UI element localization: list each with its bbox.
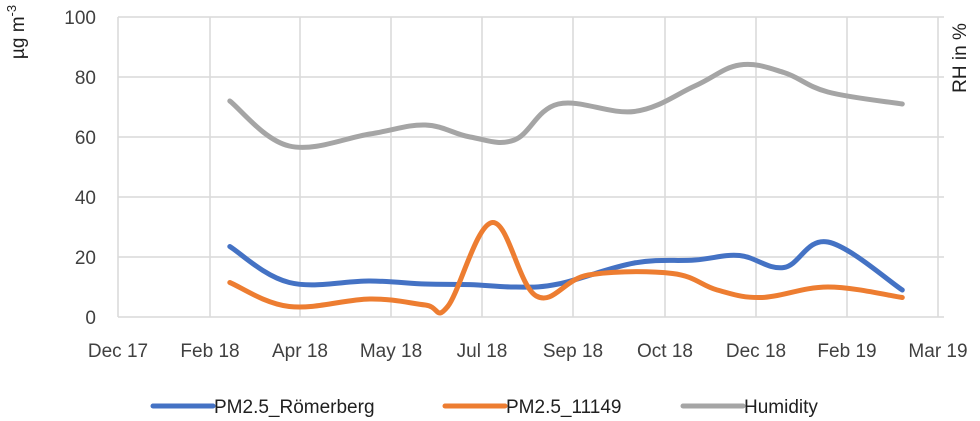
x-tick-label: Feb 18 <box>180 341 239 362</box>
x-tick-label: Sep 18 <box>543 341 603 362</box>
y-tick-label: 0 <box>85 308 96 329</box>
series-line-0 <box>227 239 905 293</box>
y2-axis-title: RH in % <box>950 23 971 93</box>
x-tick-label: Apr 18 <box>272 341 328 362</box>
y-tick-label: 60 <box>75 128 96 149</box>
y-tick-label: 20 <box>75 248 96 269</box>
legend-label: PM2.5_11149 <box>506 397 622 418</box>
legend-label: Humidity <box>744 397 818 418</box>
series-line-2 <box>227 61 905 150</box>
x-tick-label: May 18 <box>360 341 422 362</box>
y-axis-ticks: 0 20 40 60 80 100 <box>64 8 96 329</box>
legend-label: PM2.5_Römerberg <box>214 397 375 418</box>
x-tick-label: Dec 17 <box>88 341 148 362</box>
x-tick-label: Feb 19 <box>817 341 876 362</box>
y-axis-title: µg m-3 <box>4 5 29 59</box>
y-axis-title-text: µg m <box>8 16 29 59</box>
y-tick-label: 40 <box>75 188 96 209</box>
y-axis-title-superscript: -3 <box>4 5 19 17</box>
x-tick-label: Mar 19 <box>908 341 967 362</box>
series-line-1 <box>227 220 905 316</box>
x-axis-ticks: Dec 17 Feb 18 Apr 18 May 18 Jul 18 Sep 18 Oct … <box>88 341 968 362</box>
x-tick-label: Jul 18 <box>457 341 508 362</box>
x-tick-label: Oct 18 <box>637 341 693 362</box>
gridlines <box>117 16 944 318</box>
x-tick-label: Dec 18 <box>726 341 786 362</box>
y-tick-label: 80 <box>75 68 96 89</box>
y-tick-label: 100 <box>64 8 96 29</box>
series-lines <box>227 61 905 316</box>
legend: PM2.5_Römerberg PM2.5_11149 Humidity <box>150 397 818 418</box>
